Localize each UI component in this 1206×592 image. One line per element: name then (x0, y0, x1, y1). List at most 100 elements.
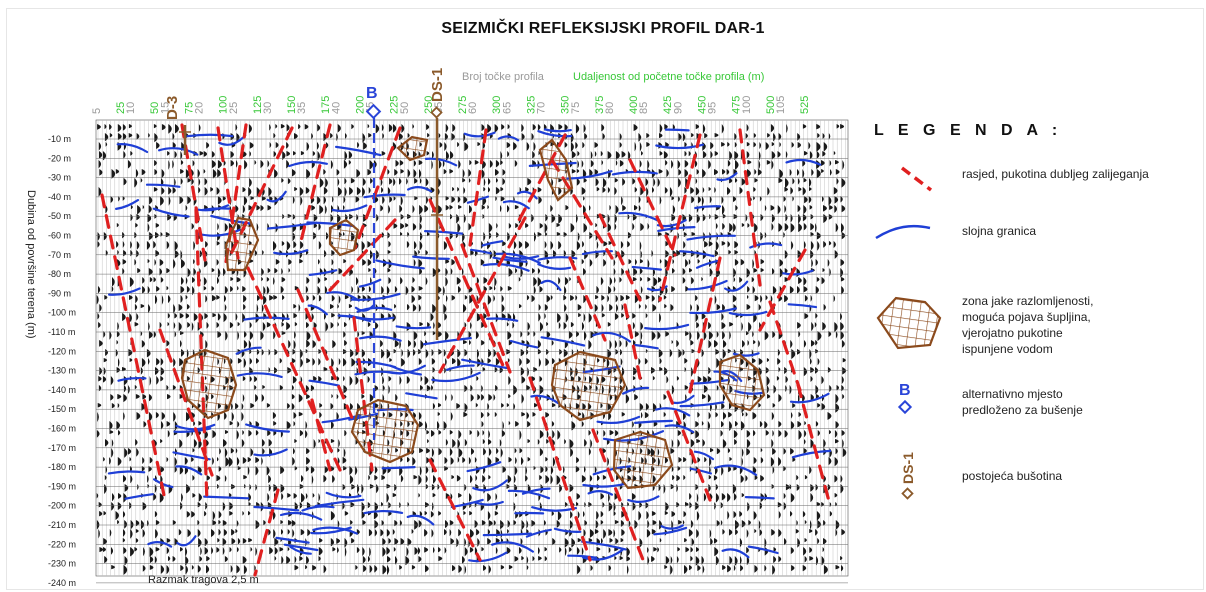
layer-boundary (744, 496, 775, 500)
legend-ds-diamond (901, 487, 914, 500)
layer-boundary (245, 423, 290, 433)
layer-boundary (253, 448, 288, 457)
layer-boundary (463, 131, 496, 138)
fault-line (353, 126, 402, 250)
fault-line (598, 213, 642, 302)
layer-boundary (431, 371, 481, 383)
depth-label: -240 m (48, 578, 76, 588)
fault-line (100, 193, 167, 502)
layer-boundary (689, 307, 737, 315)
fracture-zone (538, 138, 574, 202)
distance-tick: 150 (286, 96, 298, 114)
layer-boundary (486, 317, 519, 322)
fault-line (296, 288, 354, 420)
layer-boundary (525, 528, 552, 538)
distance-tick: 275 (457, 96, 469, 114)
layer-boundary (386, 364, 426, 375)
fault-line (310, 398, 332, 472)
layer-boundary (124, 493, 154, 500)
distance-tick: 350 (560, 96, 572, 114)
fault-line (658, 133, 702, 302)
depth-label: -110 m (48, 327, 75, 337)
layer-boundary (253, 505, 300, 512)
distance-tick: 375 (594, 96, 606, 114)
legend: L E G E N D A : rasjed, pukotina dubljeg… (874, 122, 1149, 500)
layer-boundary (495, 252, 541, 264)
distance-tick: 100 (218, 96, 230, 114)
layer-boundary (747, 545, 779, 555)
fault-line (591, 428, 647, 567)
layer-boundary (491, 541, 534, 553)
depth-label: -120 m (48, 346, 76, 356)
layer-boundary (273, 249, 309, 256)
layer-boundary (325, 491, 362, 499)
depth-label: -200 m (48, 501, 76, 511)
layer-boundary (195, 204, 230, 212)
legend-b-diamond (897, 399, 913, 415)
trace-number-tick: 5 (91, 108, 103, 114)
layer-boundary (633, 343, 659, 350)
legend-zone-symbol (876, 296, 942, 350)
distance-tick: 400 (628, 96, 640, 114)
well-d3: D-3 (164, 96, 191, 155)
fault-line (768, 300, 802, 392)
legend-zone-line-3: vjerojatno pukotine (962, 326, 1063, 340)
fault-line (758, 248, 807, 332)
distance-tick: 125 (252, 96, 264, 114)
fracture-zone (718, 353, 766, 412)
depth-label: -210 m (48, 520, 76, 530)
layer-boundary (275, 536, 310, 544)
layer-boundary (732, 352, 760, 357)
layer-boundary (582, 482, 626, 488)
layer-boundary (152, 207, 190, 218)
layer-boundary (724, 280, 749, 292)
legend-zone-line-4: ispunjene vodom (962, 342, 1053, 356)
fault-line (623, 303, 642, 380)
legend-fault-symbol (900, 166, 933, 192)
layer-boundary (679, 401, 725, 408)
depth-label: -50 m (48, 211, 71, 221)
layer-boundary (660, 524, 684, 530)
legend-layer-text: slojna granica (962, 224, 1036, 238)
layer-boundary (466, 461, 502, 473)
depth-labels: -10 m -20 m -30 m -40 m -50 m -60 m -70 m -80 m… (48, 134, 76, 588)
layer-boundary (537, 263, 572, 270)
fault-line (226, 126, 294, 262)
depth-label: -100 m (48, 308, 76, 318)
depth-label: -220 m (48, 539, 76, 549)
layer-boundary (679, 250, 715, 258)
layer-boundary (308, 379, 340, 387)
layer-boundary (175, 465, 203, 476)
layer-boundary (117, 376, 147, 382)
depth-label: -20 m (48, 153, 71, 163)
layer-boundary (689, 467, 712, 475)
layer-boundary (307, 304, 328, 316)
fault-line (438, 216, 527, 374)
layer-boundary (596, 415, 641, 424)
distance-tick: 175 (320, 96, 332, 114)
layer-boundary (203, 495, 250, 500)
fault-line (688, 256, 722, 394)
fault-line (328, 218, 397, 292)
layer-boundary (326, 291, 360, 302)
distance-tick: 300 (491, 96, 503, 114)
layer-boundary (582, 548, 624, 561)
layer-boundary (686, 234, 736, 241)
layer-boundary (406, 514, 435, 526)
trace-number-tick: 70 (536, 102, 548, 114)
trace-number-tick: 35 (296, 102, 308, 114)
fault-line (666, 390, 712, 502)
layer-boundary (521, 487, 551, 495)
fault-line (738, 128, 762, 287)
fracture-zone (396, 135, 429, 162)
layer-boundary (107, 470, 146, 475)
layer-boundary (537, 256, 578, 261)
legend-alt-line-1: alternativno mjesto (962, 387, 1063, 401)
fault-line (628, 158, 677, 257)
distance-ticks: 25 50 75 100 125 150 175 200 225 250 275 300 325 350 3… (115, 96, 811, 114)
depth-label: -80 m (48, 269, 71, 279)
depth-label: -30 m (48, 173, 71, 183)
trace-numbers-label: Broj točke profila (462, 71, 545, 83)
